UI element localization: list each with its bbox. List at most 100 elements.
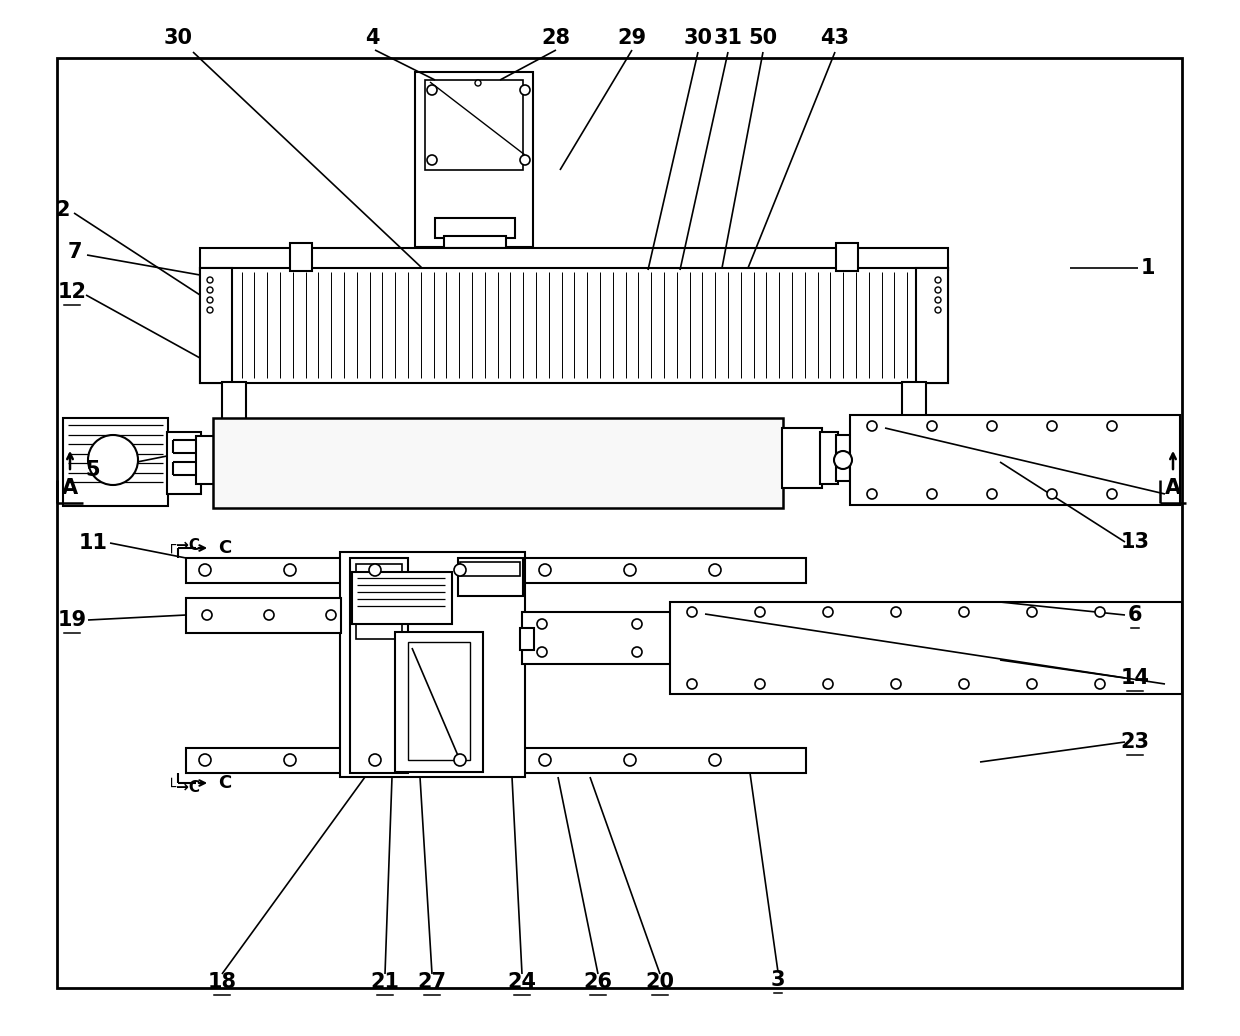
Circle shape [370, 564, 381, 576]
Circle shape [928, 489, 937, 499]
Text: 30: 30 [164, 28, 192, 48]
Bar [901, 382, 926, 434]
Circle shape [264, 610, 274, 620]
Bar [200, 248, 949, 270]
Circle shape [454, 754, 466, 766]
Circle shape [709, 564, 720, 576]
Bar [200, 268, 949, 383]
Circle shape [454, 564, 466, 576]
Text: 11: 11 [78, 533, 108, 553]
Circle shape [207, 287, 213, 293]
Bar [200, 268, 232, 383]
Text: 30: 30 [683, 28, 713, 48]
Circle shape [520, 85, 529, 95]
Circle shape [624, 564, 636, 576]
Circle shape [867, 421, 877, 431]
Text: 50: 50 [749, 28, 777, 48]
Circle shape [1047, 489, 1056, 499]
Bar [415, 71, 533, 247]
Circle shape [1107, 421, 1117, 431]
Text: 23: 23 [1121, 732, 1149, 752]
Text: 26: 26 [584, 972, 613, 992]
Bar [444, 236, 506, 248]
Circle shape [207, 307, 213, 313]
Text: 13: 13 [1121, 533, 1149, 552]
Bar [916, 268, 949, 383]
Bar [352, 572, 453, 624]
Circle shape [835, 451, 852, 469]
Bar [849, 415, 1180, 505]
Bar [836, 243, 858, 271]
Bar [820, 432, 838, 484]
Bar [520, 628, 534, 650]
Bar [63, 418, 167, 506]
Bar [222, 382, 246, 434]
Circle shape [823, 679, 833, 689]
Bar [356, 564, 402, 639]
Text: A: A [1164, 478, 1180, 498]
Circle shape [959, 679, 968, 689]
Bar [340, 552, 525, 777]
Text: 1: 1 [1141, 258, 1156, 278]
Circle shape [427, 85, 436, 95]
Circle shape [867, 489, 877, 499]
Bar [670, 602, 1182, 694]
Circle shape [537, 648, 547, 657]
Circle shape [935, 287, 941, 293]
Circle shape [539, 564, 551, 576]
Circle shape [537, 618, 547, 629]
Bar [167, 432, 201, 494]
Bar [435, 218, 515, 238]
Text: 5: 5 [86, 460, 100, 480]
Text: 27: 27 [418, 972, 446, 992]
Circle shape [370, 754, 381, 766]
Text: ┌→C: ┌→C [167, 538, 200, 553]
Text: 7: 7 [68, 242, 82, 262]
Circle shape [823, 607, 833, 617]
Text: C: C [218, 774, 231, 792]
Circle shape [326, 610, 336, 620]
Bar [186, 598, 341, 633]
Circle shape [987, 421, 997, 431]
Circle shape [1047, 421, 1056, 431]
Text: 2: 2 [56, 200, 71, 220]
Circle shape [207, 297, 213, 303]
Bar [186, 558, 806, 583]
Bar [57, 58, 1182, 988]
Bar [899, 432, 929, 444]
Circle shape [935, 277, 941, 283]
Text: 4: 4 [365, 28, 379, 48]
Bar [186, 748, 806, 773]
Text: 14: 14 [1121, 668, 1149, 688]
Circle shape [475, 80, 481, 86]
Circle shape [935, 307, 941, 313]
Bar [350, 558, 408, 773]
Bar [522, 612, 677, 664]
Circle shape [687, 607, 697, 617]
Bar [196, 436, 215, 484]
Circle shape [1095, 607, 1105, 617]
Text: 21: 21 [371, 972, 399, 992]
Circle shape [959, 607, 968, 617]
Circle shape [632, 648, 642, 657]
Circle shape [755, 679, 765, 689]
Bar [458, 558, 523, 596]
Circle shape [892, 607, 901, 617]
Bar [782, 428, 822, 488]
Circle shape [892, 679, 901, 689]
Circle shape [1027, 607, 1037, 617]
Circle shape [1107, 489, 1117, 499]
Circle shape [755, 607, 765, 617]
Bar [836, 435, 849, 481]
Text: 18: 18 [207, 972, 237, 992]
Circle shape [198, 564, 211, 576]
Text: 20: 20 [646, 972, 675, 992]
Circle shape [1027, 679, 1037, 689]
Circle shape [987, 489, 997, 499]
Circle shape [284, 564, 296, 576]
Circle shape [284, 754, 296, 766]
Circle shape [198, 754, 211, 766]
Circle shape [539, 754, 551, 766]
Circle shape [88, 435, 138, 485]
Text: 31: 31 [713, 28, 743, 48]
